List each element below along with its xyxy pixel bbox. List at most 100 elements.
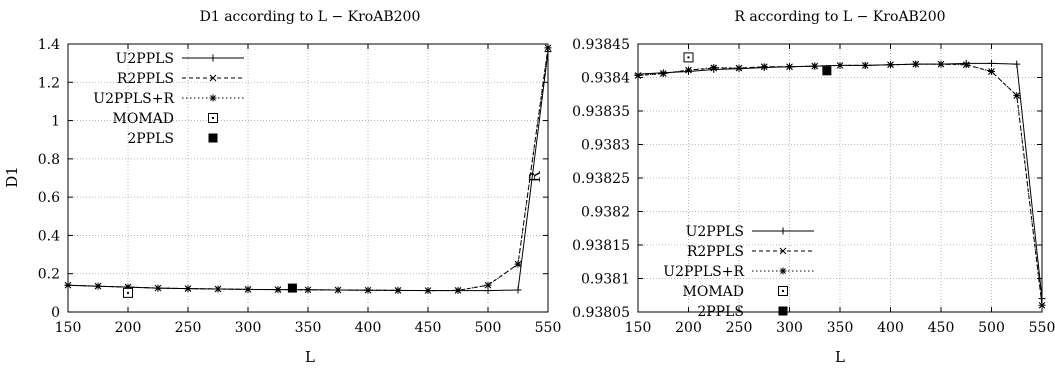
x-tick-label: 450 <box>415 320 442 336</box>
data-point <box>184 285 192 293</box>
data-point <box>64 281 72 289</box>
y-tick-label: 0.6 <box>38 190 60 206</box>
legend-marker <box>209 54 217 62</box>
x-tick-label: 300 <box>235 320 262 336</box>
legend-label: MOMAD <box>113 111 174 127</box>
y-tick-label: 0.8 <box>38 152 60 168</box>
legend-entry: U2PPLS <box>116 51 244 67</box>
series-momad <box>683 52 694 63</box>
x-tick-label: 200 <box>675 320 702 336</box>
plot-area: 150 200 250 300 350 400 450 500 550 0 0.2 0.4 0.6 0.8… <box>38 37 562 336</box>
legend-marker <box>778 306 788 316</box>
x-tick-label: 250 <box>726 320 753 336</box>
legend-entry: U2PPLS+R <box>663 264 814 280</box>
data-point <box>154 284 162 292</box>
data-point <box>735 64 743 72</box>
y-tick-label: 0.93845 <box>572 37 630 53</box>
series-u2ppls-r <box>634 60 1046 309</box>
x-tick-label: 550 <box>1029 320 1055 336</box>
legend-entry: 2PPLS <box>697 304 788 320</box>
x-tick-label: 200 <box>115 320 142 336</box>
data-point <box>1038 295 1046 303</box>
y-tick-label: 0.93825 <box>572 171 630 187</box>
legend-label: U2PPLS+R <box>663 264 744 280</box>
data-point <box>683 52 694 63</box>
data-point <box>544 44 552 52</box>
y-axis-label: D1 <box>3 166 21 188</box>
y-tick-label: 1.2 <box>38 75 60 91</box>
legend-label: R2PPLS <box>687 244 744 260</box>
data-point <box>424 287 432 295</box>
legend-label: U2PPLS <box>116 51 174 67</box>
series-u2ppls-r <box>64 44 552 295</box>
legend-entry: R2PPLS <box>687 244 814 260</box>
data-point <box>811 62 819 70</box>
chart-d1: D1 according to L − KroAB200 L D1 150 200… <box>3 9 561 366</box>
y-tick-label: 0.93805 <box>572 305 630 321</box>
legend-marker <box>209 74 217 82</box>
x-tick-label: 300 <box>776 320 803 336</box>
y-tick-label: 0 <box>51 305 60 321</box>
y-tick-label: 0.9384 <box>581 71 630 87</box>
data-point <box>659 69 667 77</box>
legend-label: 2PPLS <box>697 304 744 320</box>
legend-marker <box>208 113 218 123</box>
chart-title: D1 according to L − KroAB200 <box>200 9 421 25</box>
series-2ppls <box>822 66 832 76</box>
data-point <box>962 61 970 69</box>
data-point <box>304 286 312 294</box>
data-point <box>937 60 945 68</box>
chart-title: R according to L − KroAB200 <box>734 9 945 25</box>
y-tick-label: 0.2 <box>38 267 60 283</box>
y-tick-label: 0.9383 <box>581 138 630 154</box>
data-point <box>287 283 297 293</box>
legend-label: MOMAD <box>683 284 744 300</box>
x-tick-label: 350 <box>827 320 854 336</box>
legend-label: 2PPLS <box>127 131 174 147</box>
x-tick-label: 150 <box>625 320 652 336</box>
data-point <box>1013 92 1021 100</box>
legend-marker <box>778 286 788 296</box>
data-point <box>887 61 894 69</box>
legend-entry: MOMAD <box>683 284 788 300</box>
legend-label: U2PPLS <box>686 224 744 240</box>
data-point <box>685 66 692 74</box>
legend-marker <box>779 227 787 235</box>
legend-entry: R2PPLS <box>117 71 244 87</box>
legend-entry: 2PPLS <box>127 131 218 147</box>
legend: U2PPLS R2PPLS U2PPLS+R MOMAD 2PPLS <box>663 224 814 320</box>
x-axis-label: L <box>835 348 845 366</box>
data-point <box>760 63 768 71</box>
data-point <box>514 286 522 294</box>
data-point <box>124 283 132 291</box>
data-point <box>1013 60 1021 68</box>
legend-entry: U2PPLS <box>686 224 814 240</box>
x-tick-label: 350 <box>295 320 322 336</box>
y-tick-label: 0.4 <box>38 228 60 244</box>
data-point <box>786 63 793 71</box>
x-tick-label: 150 <box>55 320 82 336</box>
y-tick-label: 1.4 <box>38 37 60 53</box>
x-tick-label: 450 <box>928 320 955 336</box>
legend-label: U2PPLS+R <box>93 91 174 107</box>
data-point <box>822 66 832 76</box>
series-2ppls <box>287 283 297 293</box>
legend-label: R2PPLS <box>117 71 174 87</box>
data-point <box>861 61 869 69</box>
series-line <box>637 63 1043 306</box>
data-point <box>394 286 402 294</box>
legend-marker <box>208 133 218 143</box>
data-point <box>334 286 342 294</box>
data-point <box>988 59 995 67</box>
legend: U2PPLS R2PPLS U2PPLS+R MOMAD 2PPLS <box>93 51 244 147</box>
data-point <box>364 286 372 294</box>
legend-entry: MOMAD <box>113 111 218 127</box>
data-point <box>836 61 844 69</box>
x-tick-label: 500 <box>475 320 502 336</box>
data-point <box>514 260 522 268</box>
y-tick-label: 0.9382 <box>581 205 630 221</box>
data-point <box>454 286 462 294</box>
x-tick-label: 550 <box>535 320 562 336</box>
x-tick-label: 500 <box>978 320 1005 336</box>
